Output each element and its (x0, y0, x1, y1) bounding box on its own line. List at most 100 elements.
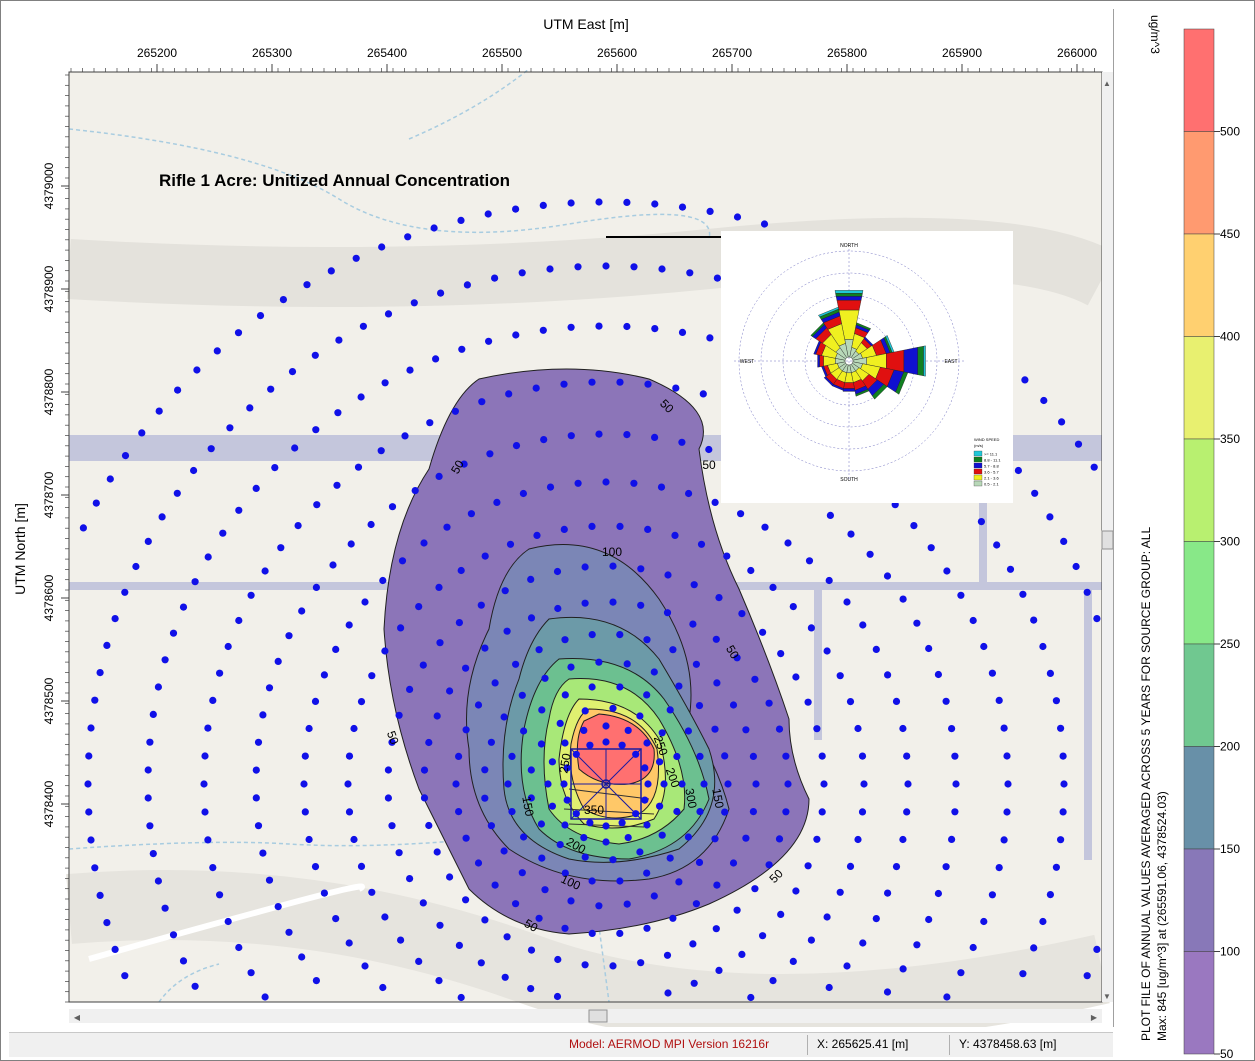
receptor-point (256, 312, 265, 320)
vertical-scrollbar-thumb[interactable] (1101, 530, 1113, 550)
receptor-point (406, 875, 414, 883)
receptor-point (398, 557, 407, 565)
receptor-point (826, 511, 835, 519)
receptor-point (690, 979, 698, 987)
receptor-point (685, 489, 693, 498)
receptor-point (700, 780, 708, 788)
receptor-point (437, 289, 445, 297)
receptor-point (616, 522, 624, 531)
receptor-point (352, 254, 360, 262)
receptor-point (415, 603, 423, 611)
receptor-point (207, 445, 215, 453)
receptor-point (943, 567, 951, 575)
receptor-point (1003, 808, 1011, 816)
receptor-point (455, 941, 463, 950)
receptor-point (884, 889, 892, 897)
receptor-point (623, 660, 631, 668)
y-tick-label: 4378700 (42, 471, 56, 518)
receptor-point (420, 766, 429, 774)
x-tick-label: 265900 (942, 46, 982, 60)
receptor-point (265, 684, 274, 692)
receptor-point (595, 430, 603, 438)
map-terrain-band-2 (66, 870, 1110, 1027)
contour-label: 250 (651, 734, 671, 758)
receptor-point (1000, 836, 1008, 844)
contour-label: 50 (384, 729, 402, 747)
receptor-point (155, 407, 163, 415)
receptor-point (455, 619, 463, 627)
receptor-point (624, 834, 632, 842)
receptor-point (111, 615, 119, 623)
receptor-point (261, 567, 269, 575)
scroll-down-arrow-icon[interactable]: ▼ (1103, 992, 1111, 1001)
receptor-point (527, 766, 535, 774)
receptor-point (572, 810, 580, 818)
receptor-point (643, 869, 651, 877)
y-tick-label: 4378600 (42, 574, 56, 621)
receptor-point (581, 599, 589, 607)
receptor-point (866, 550, 874, 558)
legend-color-band (1183, 746, 1215, 850)
receptor-point (934, 670, 943, 679)
receptor-point (789, 957, 797, 966)
windrose-petal-segment (836, 300, 862, 311)
receptor-point (588, 929, 596, 938)
receptor-point (425, 821, 433, 830)
receptor-point (843, 962, 851, 970)
receptor-point (219, 529, 227, 537)
receptor-point (673, 807, 681, 816)
receptor-point (581, 707, 589, 715)
receptor-point (259, 849, 267, 857)
receptor-point (435, 583, 443, 592)
legend-color-band (1183, 233, 1215, 337)
receptor-point (406, 366, 414, 374)
receptor-point (87, 724, 95, 732)
receptor-point (1072, 562, 1080, 571)
receptor-point (1083, 588, 1091, 596)
receptor-point (813, 835, 821, 843)
receptor-point (759, 628, 767, 636)
horizontal-scrollbar-thumb[interactable] (588, 1009, 608, 1023)
windrose-petal-segment (843, 382, 855, 389)
receptor-point (666, 854, 674, 862)
receptor-point (384, 310, 393, 318)
receptor-point (357, 862, 366, 871)
receptor-point (420, 794, 429, 802)
receptor-point (1059, 752, 1067, 760)
receptor-point (500, 713, 508, 721)
scroll-right-arrow-icon[interactable]: ▶ (1091, 1013, 1098, 1022)
receptor-point (1090, 463, 1098, 471)
receptor-point (561, 691, 569, 699)
scroll-up-arrow-icon[interactable]: ▲ (1103, 79, 1111, 88)
receptor-point (411, 487, 419, 495)
receptor-point (527, 614, 536, 622)
receptor-point (367, 520, 375, 529)
receptor-point (733, 654, 741, 662)
receptor-point (846, 698, 855, 706)
windrose-petal-segment (855, 389, 870, 397)
receptor-point (609, 962, 617, 970)
receptor-point (350, 835, 358, 844)
receptor-point (246, 404, 254, 412)
windrose-legend-swatch (973, 474, 983, 481)
receptor-point (715, 966, 723, 975)
receptor-point (85, 752, 93, 760)
receptor-point (761, 523, 769, 531)
receptor-point (686, 269, 694, 277)
windrose-legend-label: >= 11.1 (984, 452, 998, 457)
plot-panel[interactable]: 50 50 50 50 50 50 50 100 100 150 150 200 200 250 250 30… (9, 9, 1114, 1027)
scroll-left-arrow-icon[interactable]: ◀ (74, 1013, 81, 1022)
receptor-point (359, 322, 367, 330)
legend-color-band (1183, 438, 1215, 542)
contour-label: 300 (682, 787, 699, 809)
receptor-point (533, 531, 541, 540)
receptor-point (388, 503, 397, 511)
legend-tick-label: 100 (1220, 945, 1240, 959)
receptor-point (651, 200, 659, 208)
receptor-point (913, 941, 921, 949)
horizontal-scrollbar[interactable] (69, 1009, 1102, 1023)
receptor-point (836, 888, 844, 896)
receptor-point (759, 932, 767, 940)
receptor-point (644, 780, 652, 788)
